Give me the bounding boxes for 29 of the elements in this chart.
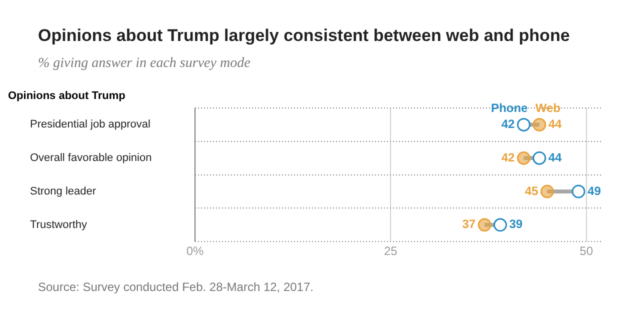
point	[516, 151, 530, 165]
x-tick-label: 0%	[186, 244, 204, 258]
data-label: 44	[548, 117, 562, 132]
data-label: 49	[588, 184, 602, 198]
y-tick-label: Trustworthy	[30, 218, 88, 231]
x-tick-label: 50	[580, 244, 594, 258]
series-label: Phone	[491, 101, 528, 116]
point	[540, 184, 554, 198]
point	[532, 151, 546, 165]
data-label: 42	[501, 150, 516, 164]
y-axis-title: Opinions about Trump	[8, 90, 126, 102]
y-tick-label: Strong leader	[30, 186, 96, 198]
data-label: 37	[462, 217, 476, 232]
data-label: 39	[509, 217, 523, 232]
point	[494, 218, 507, 232]
y-tick-label: Overall favorable opinion	[30, 152, 152, 164]
chart-subtitle: % giving answer in each survey mode	[38, 56, 250, 72]
chart-title: Opinions about Trump largely consistent between web and phone	[38, 26, 570, 46]
y-tick-label: Presidential job approval	[30, 118, 150, 131]
series-label: Web	[535, 101, 561, 116]
point	[532, 118, 546, 132]
source-note: Source: Survey conducted Feb. 28-March 12, 2017.	[38, 280, 314, 294]
data-label: 45	[524, 184, 539, 198]
point	[516, 118, 530, 132]
x-tick-label: 25	[384, 244, 398, 258]
point	[572, 184, 586, 198]
data-label: 42	[501, 117, 516, 132]
point	[478, 218, 492, 232]
data-label: 44	[548, 150, 562, 164]
